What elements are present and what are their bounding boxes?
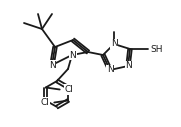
Text: Cl: Cl — [41, 98, 50, 107]
Text: N: N — [107, 66, 113, 75]
Text: N: N — [111, 39, 117, 49]
Text: N: N — [49, 60, 55, 69]
Text: SH: SH — [151, 44, 163, 53]
Text: N: N — [70, 51, 76, 60]
Text: N: N — [126, 61, 132, 70]
Text: Cl: Cl — [64, 85, 73, 94]
